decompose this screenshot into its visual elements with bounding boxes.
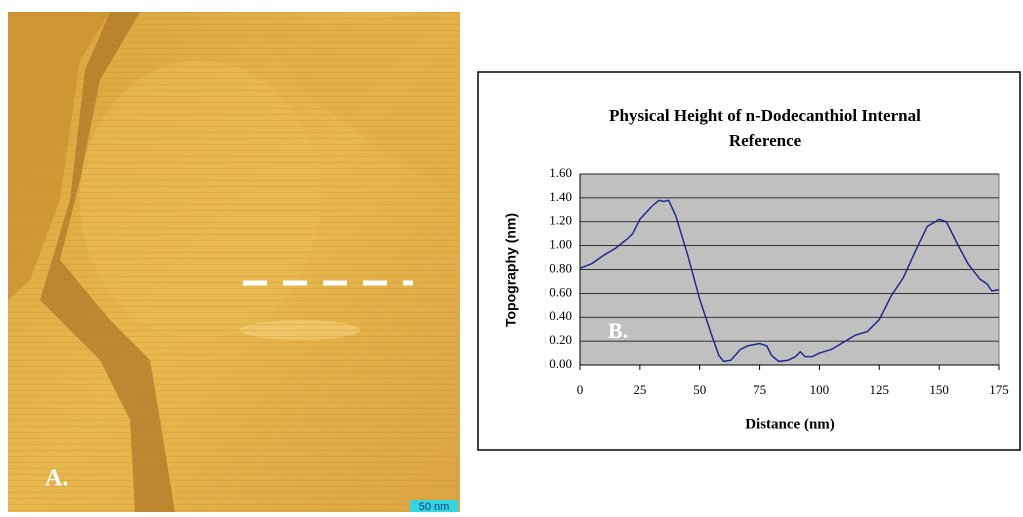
y-tick-label: 0.40: [549, 308, 572, 323]
x-tick-label: 100: [810, 382, 830, 397]
y-tick-label: 1.00: [549, 237, 572, 252]
scale-bar-label: 50 nm: [419, 501, 450, 512]
y-tick-label: 0.60: [549, 284, 572, 299]
y-tick-label: 0.80: [549, 260, 572, 275]
panel-label: B.: [608, 318, 628, 343]
y-tick-label: 1.60: [549, 165, 572, 180]
x-tick-label: 50: [693, 382, 706, 397]
y-tick-label: 1.20: [549, 213, 572, 228]
x-tick-label: 125: [870, 382, 890, 397]
y-axis-title: Topography (nm): [503, 213, 519, 327]
x-tick-label: 150: [929, 382, 949, 397]
panel-label: A.: [45, 466, 68, 492]
x-axis-title: Distance (nm): [745, 416, 835, 432]
y-tick-label: 1.40: [549, 189, 572, 204]
x-tick-label: 175: [989, 382, 1009, 397]
x-tick-label: 25: [633, 382, 646, 397]
figure: A. 50 nm Physical Height of n-Dodecanthi…: [0, 0, 1023, 512]
afm-image: A. 50 nm: [8, 12, 460, 512]
x-tick-label: 75: [753, 382, 766, 397]
x-tick-label: 0: [577, 382, 584, 397]
y-tick-label: 0.00: [549, 356, 572, 371]
y-tick-label: 0.20: [549, 332, 572, 347]
